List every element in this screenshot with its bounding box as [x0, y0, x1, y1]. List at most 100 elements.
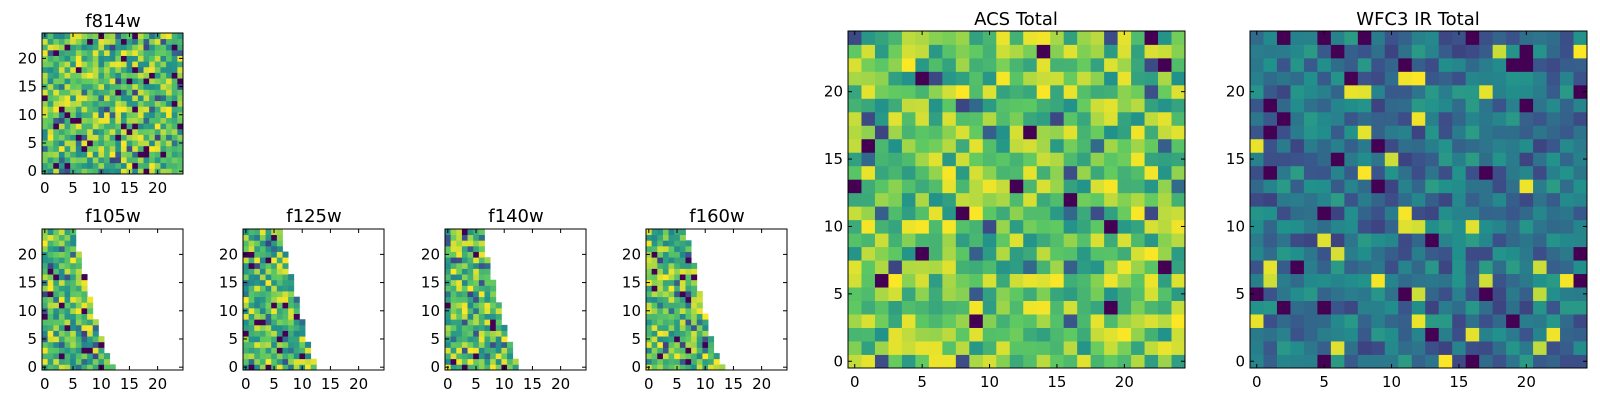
heatmap-cell — [651, 279, 658, 286]
heatmap-cell — [64, 100, 71, 107]
heatmap-cell — [1519, 57, 1534, 72]
heatmap-cell — [58, 162, 65, 169]
heatmap-cell — [1023, 152, 1038, 167]
heatmap-cell — [478, 268, 485, 275]
heatmap-cell — [445, 274, 452, 281]
heatmap-cell — [685, 296, 692, 303]
heatmap-cell — [1573, 246, 1588, 261]
heatmap-cell — [47, 66, 54, 73]
heatmap-cell — [75, 61, 82, 68]
heatmap-cell — [674, 262, 681, 269]
heatmap-cell — [143, 162, 150, 169]
heatmap-cell — [668, 353, 675, 360]
heatmap-cell — [254, 291, 261, 298]
heatmap-cell — [996, 98, 1011, 113]
heatmap-cell — [467, 251, 474, 258]
y-tick-label: 10 — [18, 106, 37, 124]
heatmap-cell — [996, 84, 1011, 99]
heatmap-cell — [679, 353, 686, 360]
heatmap-cell — [1050, 152, 1065, 167]
heatmap-cell — [473, 245, 480, 252]
heatmap-cell — [1506, 192, 1520, 207]
heatmap-cell — [166, 157, 173, 164]
heatmap-cell — [996, 165, 1011, 180]
heatmap-cell — [64, 291, 71, 298]
heatmap-cell — [115, 49, 122, 56]
heatmap-cell — [473, 268, 480, 275]
x-tick-label: 0 — [644, 375, 654, 393]
heatmap-cell — [1144, 273, 1159, 288]
heatmap-cell — [154, 134, 161, 141]
heatmap-cell — [848, 152, 862, 167]
heatmap-cell — [467, 245, 474, 252]
heatmap-cell — [1357, 138, 1372, 153]
heatmap-cell — [126, 134, 133, 141]
heatmap-cell — [874, 138, 889, 153]
heatmap-cell — [75, 95, 82, 102]
heatmap-cell — [450, 279, 457, 286]
heatmap-cell — [265, 296, 272, 303]
heatmap-cell — [53, 268, 60, 275]
heatmap-cell — [70, 61, 77, 68]
heatmap-cell — [467, 262, 474, 269]
heatmap-cell — [92, 330, 99, 337]
heatmap-cell — [1344, 219, 1359, 234]
heatmap-cell — [674, 319, 681, 326]
heatmap-cell — [996, 152, 1011, 167]
heatmap-cell — [92, 111, 99, 118]
heatmap-cell — [467, 358, 474, 365]
heatmap-cell — [259, 336, 266, 343]
heatmap-cell — [1533, 179, 1547, 194]
heatmap-cell — [254, 279, 261, 286]
heatmap-cell — [1158, 260, 1172, 275]
heatmap-cell — [53, 358, 60, 365]
heatmap-cell — [104, 157, 111, 164]
heatmap-cell — [160, 134, 167, 141]
heatmap-cell — [1573, 125, 1588, 140]
heatmap-cell — [265, 257, 272, 264]
heatmap-cell — [70, 358, 77, 365]
heatmap-cell — [942, 44, 957, 59]
heatmap-cell — [115, 162, 122, 169]
heatmap-cell — [149, 106, 156, 113]
heatmap-cell — [81, 341, 88, 348]
heatmap-cell — [969, 138, 984, 153]
heatmap-cell — [1104, 341, 1118, 355]
heatmap-cell — [969, 246, 984, 261]
heatmap-cell — [154, 95, 161, 102]
heatmap-cell — [1117, 192, 1132, 207]
y-tick-label: 10 — [824, 217, 843, 235]
heatmap-cell — [456, 358, 463, 365]
heatmap-cell — [445, 268, 452, 275]
heatmap-cell — [1104, 314, 1118, 328]
heatmap-cell — [1276, 233, 1291, 248]
heatmap-cell — [1479, 300, 1494, 315]
heatmap-cell — [160, 49, 167, 56]
heatmap-cell — [456, 229, 463, 236]
heatmap-cell — [1250, 354, 1264, 369]
heatmap-cell — [92, 168, 99, 175]
heatmap-cell — [126, 111, 133, 118]
heatmap-cell — [915, 233, 930, 248]
heatmap-cell — [64, 83, 71, 90]
heatmap-cell — [691, 364, 698, 371]
heatmap-cell — [1411, 179, 1426, 194]
heatmap-cell — [1371, 233, 1386, 248]
heatmap-cell — [1303, 138, 1318, 153]
heatmap-cell — [271, 274, 278, 281]
heatmap-cell — [64, 157, 71, 164]
heatmap-cell — [92, 78, 99, 85]
heatmap-cell — [888, 152, 903, 167]
heatmap-cell — [259, 324, 266, 331]
heatmap-cell — [282, 353, 289, 360]
heatmap-cell — [248, 268, 255, 275]
heatmap-cell — [1398, 300, 1413, 315]
heatmap-cell — [282, 324, 289, 331]
heatmap-cell — [248, 330, 255, 337]
heatmap-cell — [1250, 152, 1264, 167]
heatmap-cell — [160, 78, 167, 85]
heatmap-cell — [1250, 31, 1264, 45]
heatmap-cell — [1131, 165, 1145, 180]
heatmap-cell — [874, 57, 889, 72]
heatmap-cell — [651, 291, 658, 298]
